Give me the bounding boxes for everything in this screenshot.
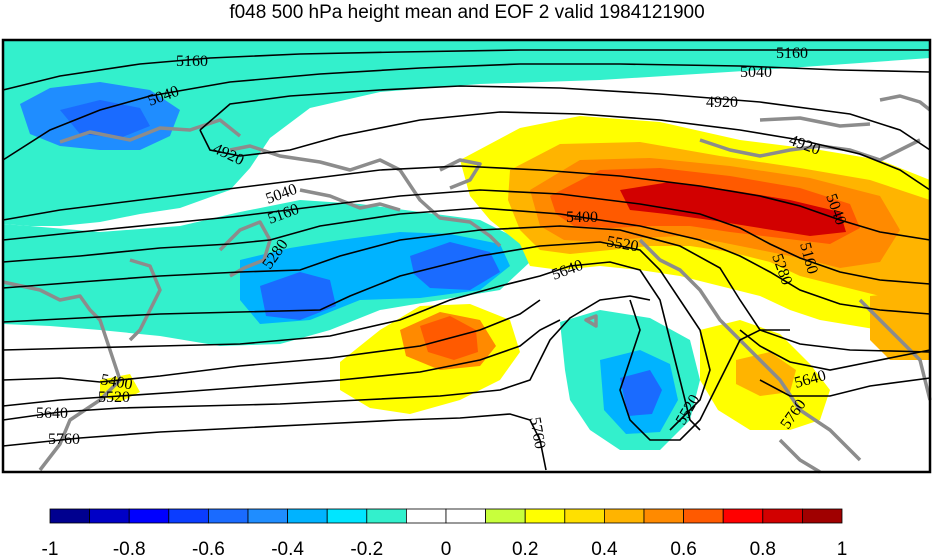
colorbar-segment <box>366 508 407 524</box>
contour-label: 5760 <box>48 431 80 448</box>
colorbar-segment <box>722 508 764 524</box>
colorbar-tick-label: 0.2 <box>512 539 538 558</box>
colorbar-tick-label: 1 <box>837 539 848 558</box>
contour-5520-west <box>2 319 561 407</box>
colorbar-segment <box>287 508 328 524</box>
coastline-east-3 <box>879 94 932 112</box>
coastline-southeast-islands <box>778 438 821 474</box>
contour-5160-mid <box>2 189 931 285</box>
negative-core-northwest-inner <box>60 100 150 138</box>
colorbar-tick-label: -0.6 <box>192 539 225 558</box>
coastline-east-5 <box>759 116 871 128</box>
colorbar-segment <box>604 508 645 524</box>
colorbar-segment <box>128 508 170 524</box>
colorbar-labels: -1 -0.8 -0.6 -0.4 -0.2 0 0.2 0.4 0.6 0.8 1 <box>42 539 848 558</box>
positive-shading-east-orange <box>870 290 930 360</box>
colorbar-segment <box>485 508 526 524</box>
colorbar-tick-label: -0.2 <box>350 539 383 558</box>
contour-5760-west <box>2 413 547 471</box>
map-title: f048 500 hPa height mean and EOF 2 valid… <box>229 2 705 23</box>
colorbar-segment <box>802 508 843 524</box>
contour-5640-mid <box>2 261 701 431</box>
contour-label: 5160 <box>176 53 208 70</box>
contour-5280-mid <box>2 207 931 315</box>
colorbar-tick-label: 0.6 <box>670 539 696 558</box>
contour-4920-north <box>199 85 931 151</box>
contour-4920-loop <box>199 111 931 191</box>
contour-5520-mid <box>2 241 711 431</box>
contour-5760-east <box>759 377 931 397</box>
negative-shading-cyan <box>3 40 930 226</box>
colorbar-segment <box>524 508 566 524</box>
colorbar-segment <box>762 508 803 524</box>
contour-label: 5520 <box>605 233 639 255</box>
coastline-island <box>584 314 598 328</box>
colorbar-segment <box>564 508 605 524</box>
contour-5400-west <box>2 299 541 383</box>
contour-label: 5400 <box>99 371 133 393</box>
negative-core-central-inner <box>260 272 336 320</box>
coastline-west-asia <box>2 280 122 472</box>
contour-label: 5640 <box>36 405 68 422</box>
colorbar-segment <box>405 508 447 524</box>
colorbar-segment <box>683 508 724 524</box>
contour-label: 5040 <box>740 64 772 81</box>
contour-label: 5400 <box>566 209 598 226</box>
colorbar-segment <box>49 508 90 524</box>
coastline-east-2 <box>699 138 921 162</box>
coastline-hudson <box>299 188 401 212</box>
colorbar-tick-label: -0.4 <box>271 539 304 558</box>
colorbar-tick-label: 0.4 <box>591 539 618 558</box>
colorbar-segment <box>445 508 486 524</box>
coastline-east-4 <box>858 298 932 401</box>
contour-5640-east <box>739 329 931 371</box>
contour-label: 5160 <box>776 45 808 62</box>
colorbar-segment <box>643 508 684 524</box>
contour-label: 5760 <box>526 416 548 450</box>
contour-5040-north <box>2 63 931 161</box>
coastline-kamchatka <box>128 258 162 342</box>
colorbar-tick-label: 0.8 <box>750 539 776 558</box>
colorbar-segment <box>207 508 249 524</box>
contour-5040-mid <box>2 165 931 241</box>
height-contours <box>2 49 931 471</box>
colorbar-segment <box>326 508 368 524</box>
contour-5520-south <box>619 299 790 441</box>
colorbar-tick-label: -1 <box>42 539 59 558</box>
colorbar-tick-label: -0.8 <box>113 539 146 558</box>
contour-5160-north <box>2 49 930 91</box>
positive-core-darkred <box>620 182 846 236</box>
colorbar-tick-label: 0 <box>441 539 452 558</box>
contour-label: 4920 <box>706 94 738 111</box>
contour-label: 5520 <box>98 389 130 406</box>
contour-5400-mid <box>2 225 931 353</box>
colorbar-segment <box>89 508 130 524</box>
coastline-greenland <box>439 158 482 190</box>
map-frame <box>1 38 932 474</box>
colorbar-segment <box>168 508 209 524</box>
colorbar-segment <box>247 508 288 524</box>
negative-core-south-inner <box>620 370 662 416</box>
coastline-north <box>59 118 242 144</box>
colorbar <box>49 508 843 524</box>
contour-labels: 5160 5040 4920 4920 5160 5040 4920 5040 … <box>36 45 849 450</box>
negative-core-central-inner-2 <box>410 242 500 290</box>
contour-5640-west <box>2 295 651 421</box>
positive-shading-southeast-orange <box>736 352 796 396</box>
coastline-greenland-west <box>229 144 502 248</box>
